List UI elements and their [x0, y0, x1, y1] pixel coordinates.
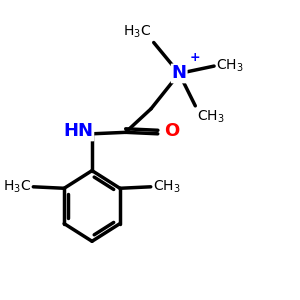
Text: CH$_3$: CH$_3$ [216, 58, 244, 74]
Text: CH$_3$: CH$_3$ [196, 108, 224, 124]
Text: +: + [190, 51, 201, 64]
Text: N: N [172, 64, 187, 82]
Text: HN: HN [63, 122, 93, 140]
Text: CH$_3$: CH$_3$ [153, 178, 181, 195]
Text: O: O [164, 122, 179, 140]
Text: H$_3$C: H$_3$C [3, 178, 31, 195]
Text: H$_3$C: H$_3$C [124, 24, 152, 40]
